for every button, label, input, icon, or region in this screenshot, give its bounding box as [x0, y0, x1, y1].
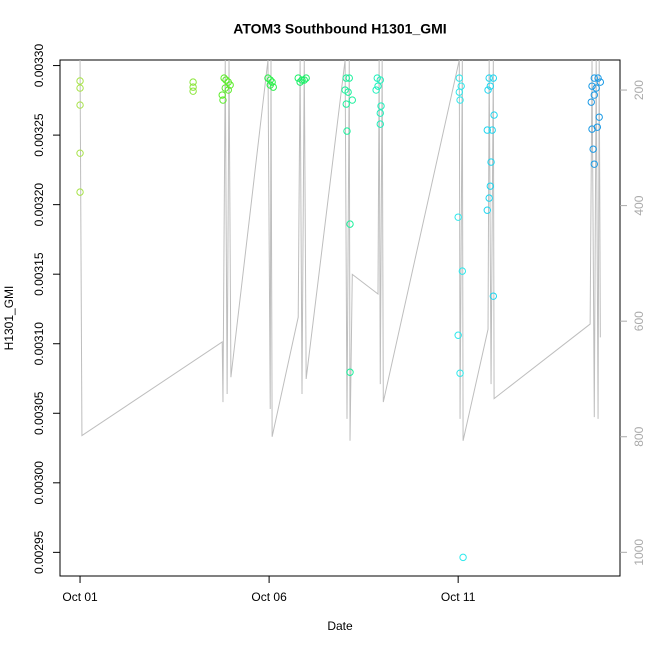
point: [456, 96, 464, 104]
point: [222, 76, 230, 84]
point: [372, 86, 380, 94]
point: [76, 77, 84, 85]
y-tick-label: 0.00320: [32, 183, 46, 227]
y2-tick-label: 600: [632, 311, 646, 331]
point: [588, 82, 596, 90]
point: [454, 213, 462, 221]
y-tick-label: 0.00300: [32, 461, 46, 505]
point: [483, 206, 491, 214]
point: [590, 91, 598, 99]
point: [485, 194, 493, 202]
point: [590, 74, 598, 82]
y-tick-label: 0.00315: [32, 252, 46, 296]
point: [343, 127, 351, 135]
line-series: [79, 59, 601, 441]
point: [76, 149, 84, 157]
point: [374, 82, 382, 90]
point: [454, 331, 462, 339]
point: [376, 120, 384, 128]
point: [189, 87, 197, 95]
x-tick-label: Oct 11: [441, 590, 476, 604]
y-tick-label: 0.00330: [32, 44, 46, 88]
point: [590, 160, 598, 168]
y-tick-label: 0.00295: [32, 530, 46, 574]
point: [456, 369, 464, 377]
point: [218, 91, 226, 99]
point: [483, 126, 491, 134]
y-tick-label: 0.00305: [32, 391, 46, 435]
point: [455, 74, 463, 82]
point: [490, 111, 498, 119]
point: [342, 100, 350, 108]
y2-tick-label: 400: [632, 195, 646, 215]
point: [588, 125, 596, 133]
y-axis-label: H1301_GMI: [2, 286, 16, 351]
plot-box: [59, 59, 621, 577]
point: [459, 553, 467, 562]
point: [487, 158, 495, 166]
point: [486, 82, 495, 90]
y2-tick-label: 1000: [632, 539, 646, 566]
point: [595, 113, 603, 121]
x-tick-label: Oct 01: [62, 590, 98, 604]
point: [344, 88, 352, 96]
point: [345, 74, 353, 82]
point: [485, 74, 493, 82]
point: [300, 76, 308, 84]
point: [484, 86, 492, 94]
y-tick-label: 0.00310: [32, 322, 46, 366]
point: [346, 368, 354, 376]
point: [594, 74, 602, 82]
point: [489, 74, 498, 82]
point: [76, 101, 84, 109]
y2-tick-label: 200: [632, 80, 646, 100]
point: [592, 84, 600, 92]
point: [458, 267, 467, 275]
point: [486, 182, 495, 190]
point: [377, 102, 385, 110]
y2-tick-label: 800: [632, 426, 646, 446]
point: [376, 109, 384, 117]
point: [220, 74, 228, 82]
point: [189, 78, 197, 86]
point: [596, 78, 605, 86]
point: [298, 76, 306, 84]
point: [587, 98, 595, 106]
point: [264, 74, 272, 82]
point: [489, 292, 498, 300]
point: [302, 74, 310, 82]
y-tick-label: 0.00325: [32, 113, 46, 157]
chart-title: ATOM3 Southbound H1301_GMI: [233, 21, 446, 37]
point: [269, 83, 277, 91]
point: [455, 88, 463, 96]
point: [296, 78, 304, 86]
point: [219, 96, 227, 104]
point: [189, 83, 197, 91]
point: [589, 145, 597, 153]
x-axis-label: Date: [327, 619, 353, 633]
point: [346, 220, 354, 228]
point: [342, 74, 350, 82]
point: [488, 126, 496, 134]
point: [593, 123, 602, 131]
x-tick-label: Oct 06: [251, 590, 287, 604]
point: [76, 84, 84, 92]
point: [266, 76, 274, 84]
point: [224, 86, 232, 94]
point: [76, 188, 84, 196]
point: [348, 96, 356, 104]
